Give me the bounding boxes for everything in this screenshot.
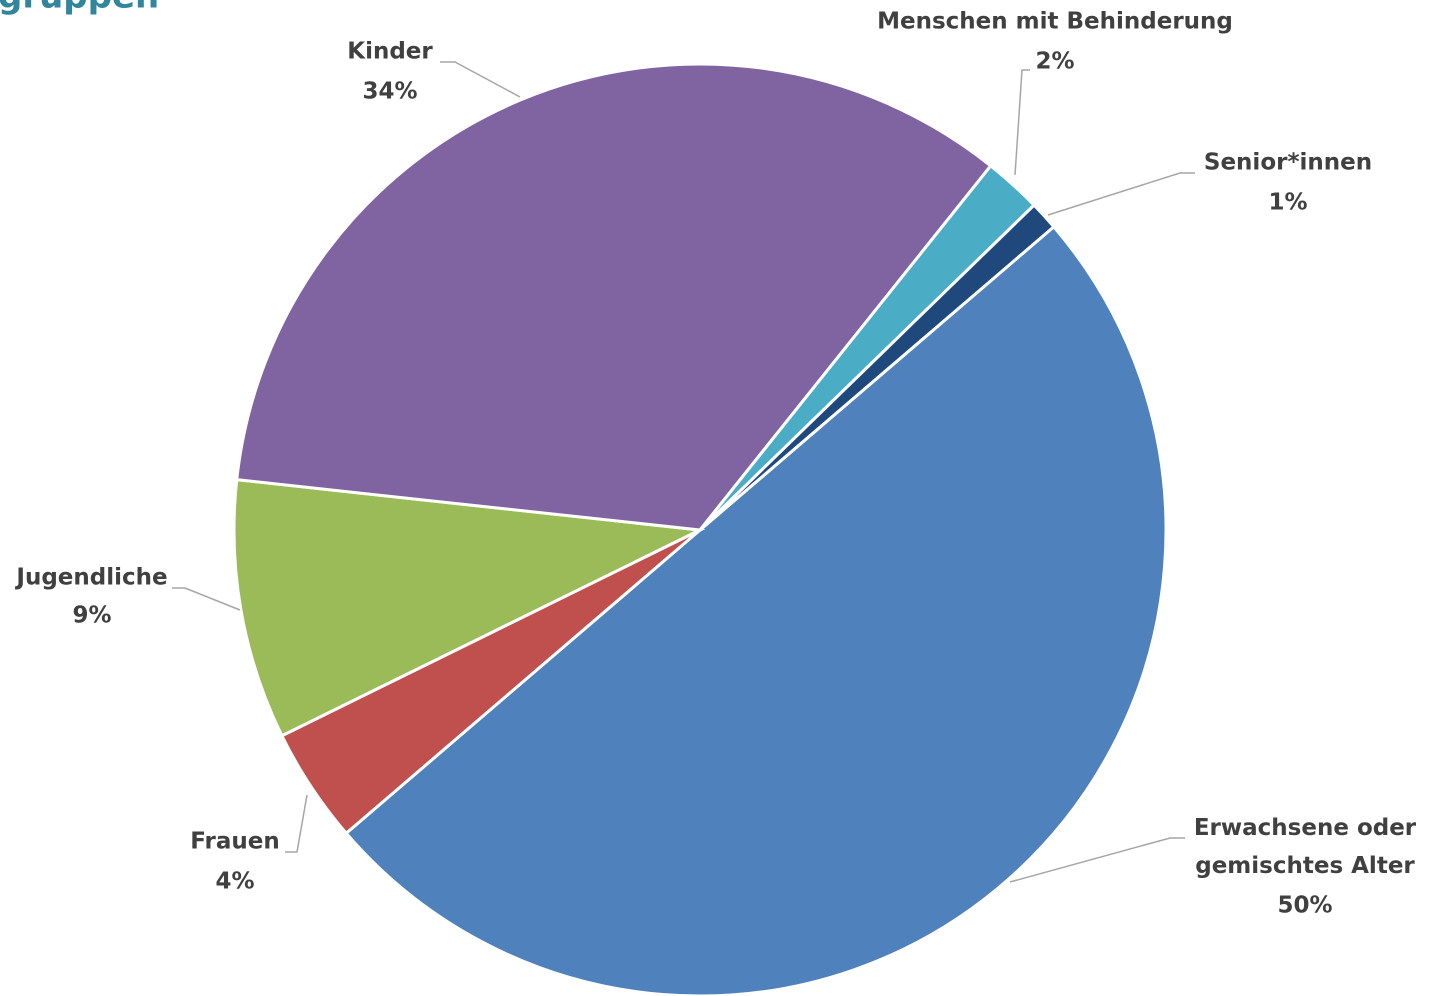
leader-line xyxy=(1047,172,1195,216)
slice-label: Senior*innen xyxy=(1204,150,1372,176)
value-label: 34% xyxy=(362,79,417,105)
value-label: 4% xyxy=(215,869,254,895)
value-label: 1% xyxy=(1268,190,1307,216)
leader-line xyxy=(172,587,241,611)
slice-label: Jugendliche xyxy=(14,565,167,591)
value-label: 50% xyxy=(1277,893,1332,919)
labels: Erwachsene oder gemischtes Alter 50% Frauen… xyxy=(14,9,1416,919)
slice xyxy=(344,224,1168,996)
slice-label: Menschen mit Behinderung xyxy=(877,9,1233,35)
slice-label: Kinder xyxy=(347,39,433,65)
slice-label: Frauen xyxy=(190,829,279,855)
slice-label: Erwachsene oder gemischtes Alter xyxy=(1194,815,1417,879)
leader-line xyxy=(440,61,521,98)
slice xyxy=(698,202,1056,532)
leader-line xyxy=(285,794,308,853)
value-label: 2% xyxy=(1035,49,1074,75)
chart-title: gruppen xyxy=(0,0,159,17)
value-label: 9% xyxy=(72,603,111,629)
slice xyxy=(235,62,993,532)
leader-line xyxy=(1009,837,1185,883)
slice xyxy=(232,478,706,738)
pie xyxy=(232,62,1168,996)
leader-line xyxy=(1014,69,1030,176)
